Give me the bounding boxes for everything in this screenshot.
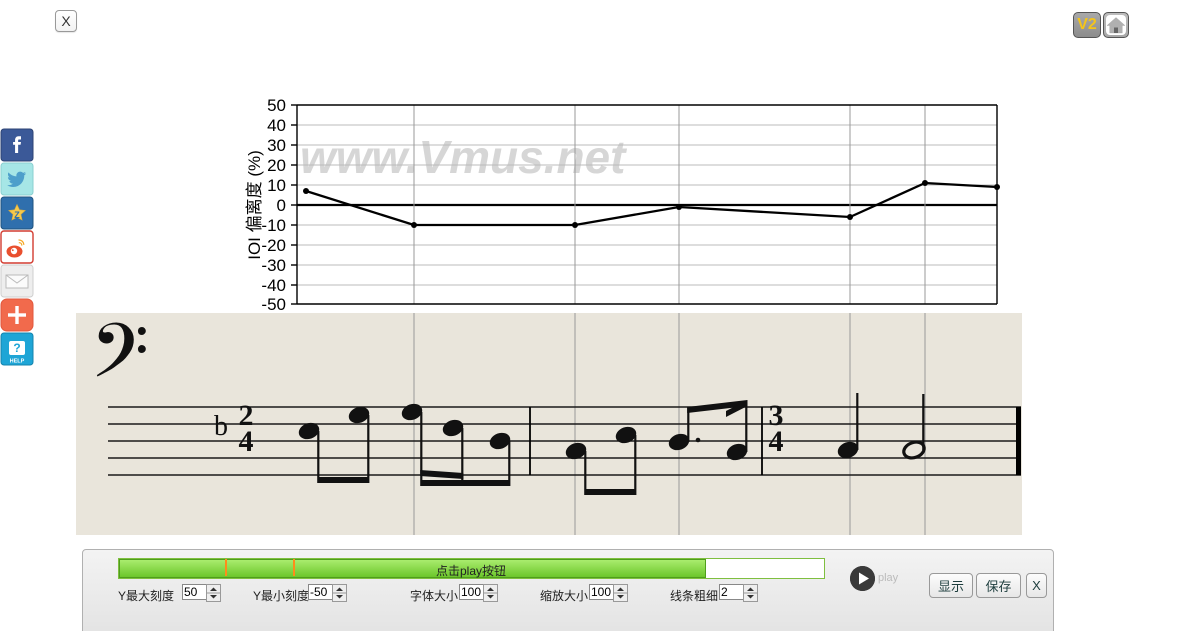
svg-text:40: 40 [267, 116, 286, 135]
svg-text:b: b [214, 411, 228, 442]
svg-text:30: 30 [267, 136, 286, 155]
svg-text:0: 0 [277, 196, 286, 215]
svg-text:4: 4 [239, 425, 254, 458]
svg-text:-20: -20 [261, 236, 286, 255]
svg-text:10: 10 [267, 176, 286, 195]
svg-text:-30: -30 [261, 256, 286, 275]
svg-text:-10: -10 [261, 216, 286, 235]
svg-text:-50: -50 [261, 295, 286, 314]
svg-text:20: 20 [267, 156, 286, 175]
svg-text:4: 4 [769, 425, 784, 458]
svg-text:-40: -40 [261, 276, 286, 295]
svg-text:50: 50 [267, 96, 286, 115]
